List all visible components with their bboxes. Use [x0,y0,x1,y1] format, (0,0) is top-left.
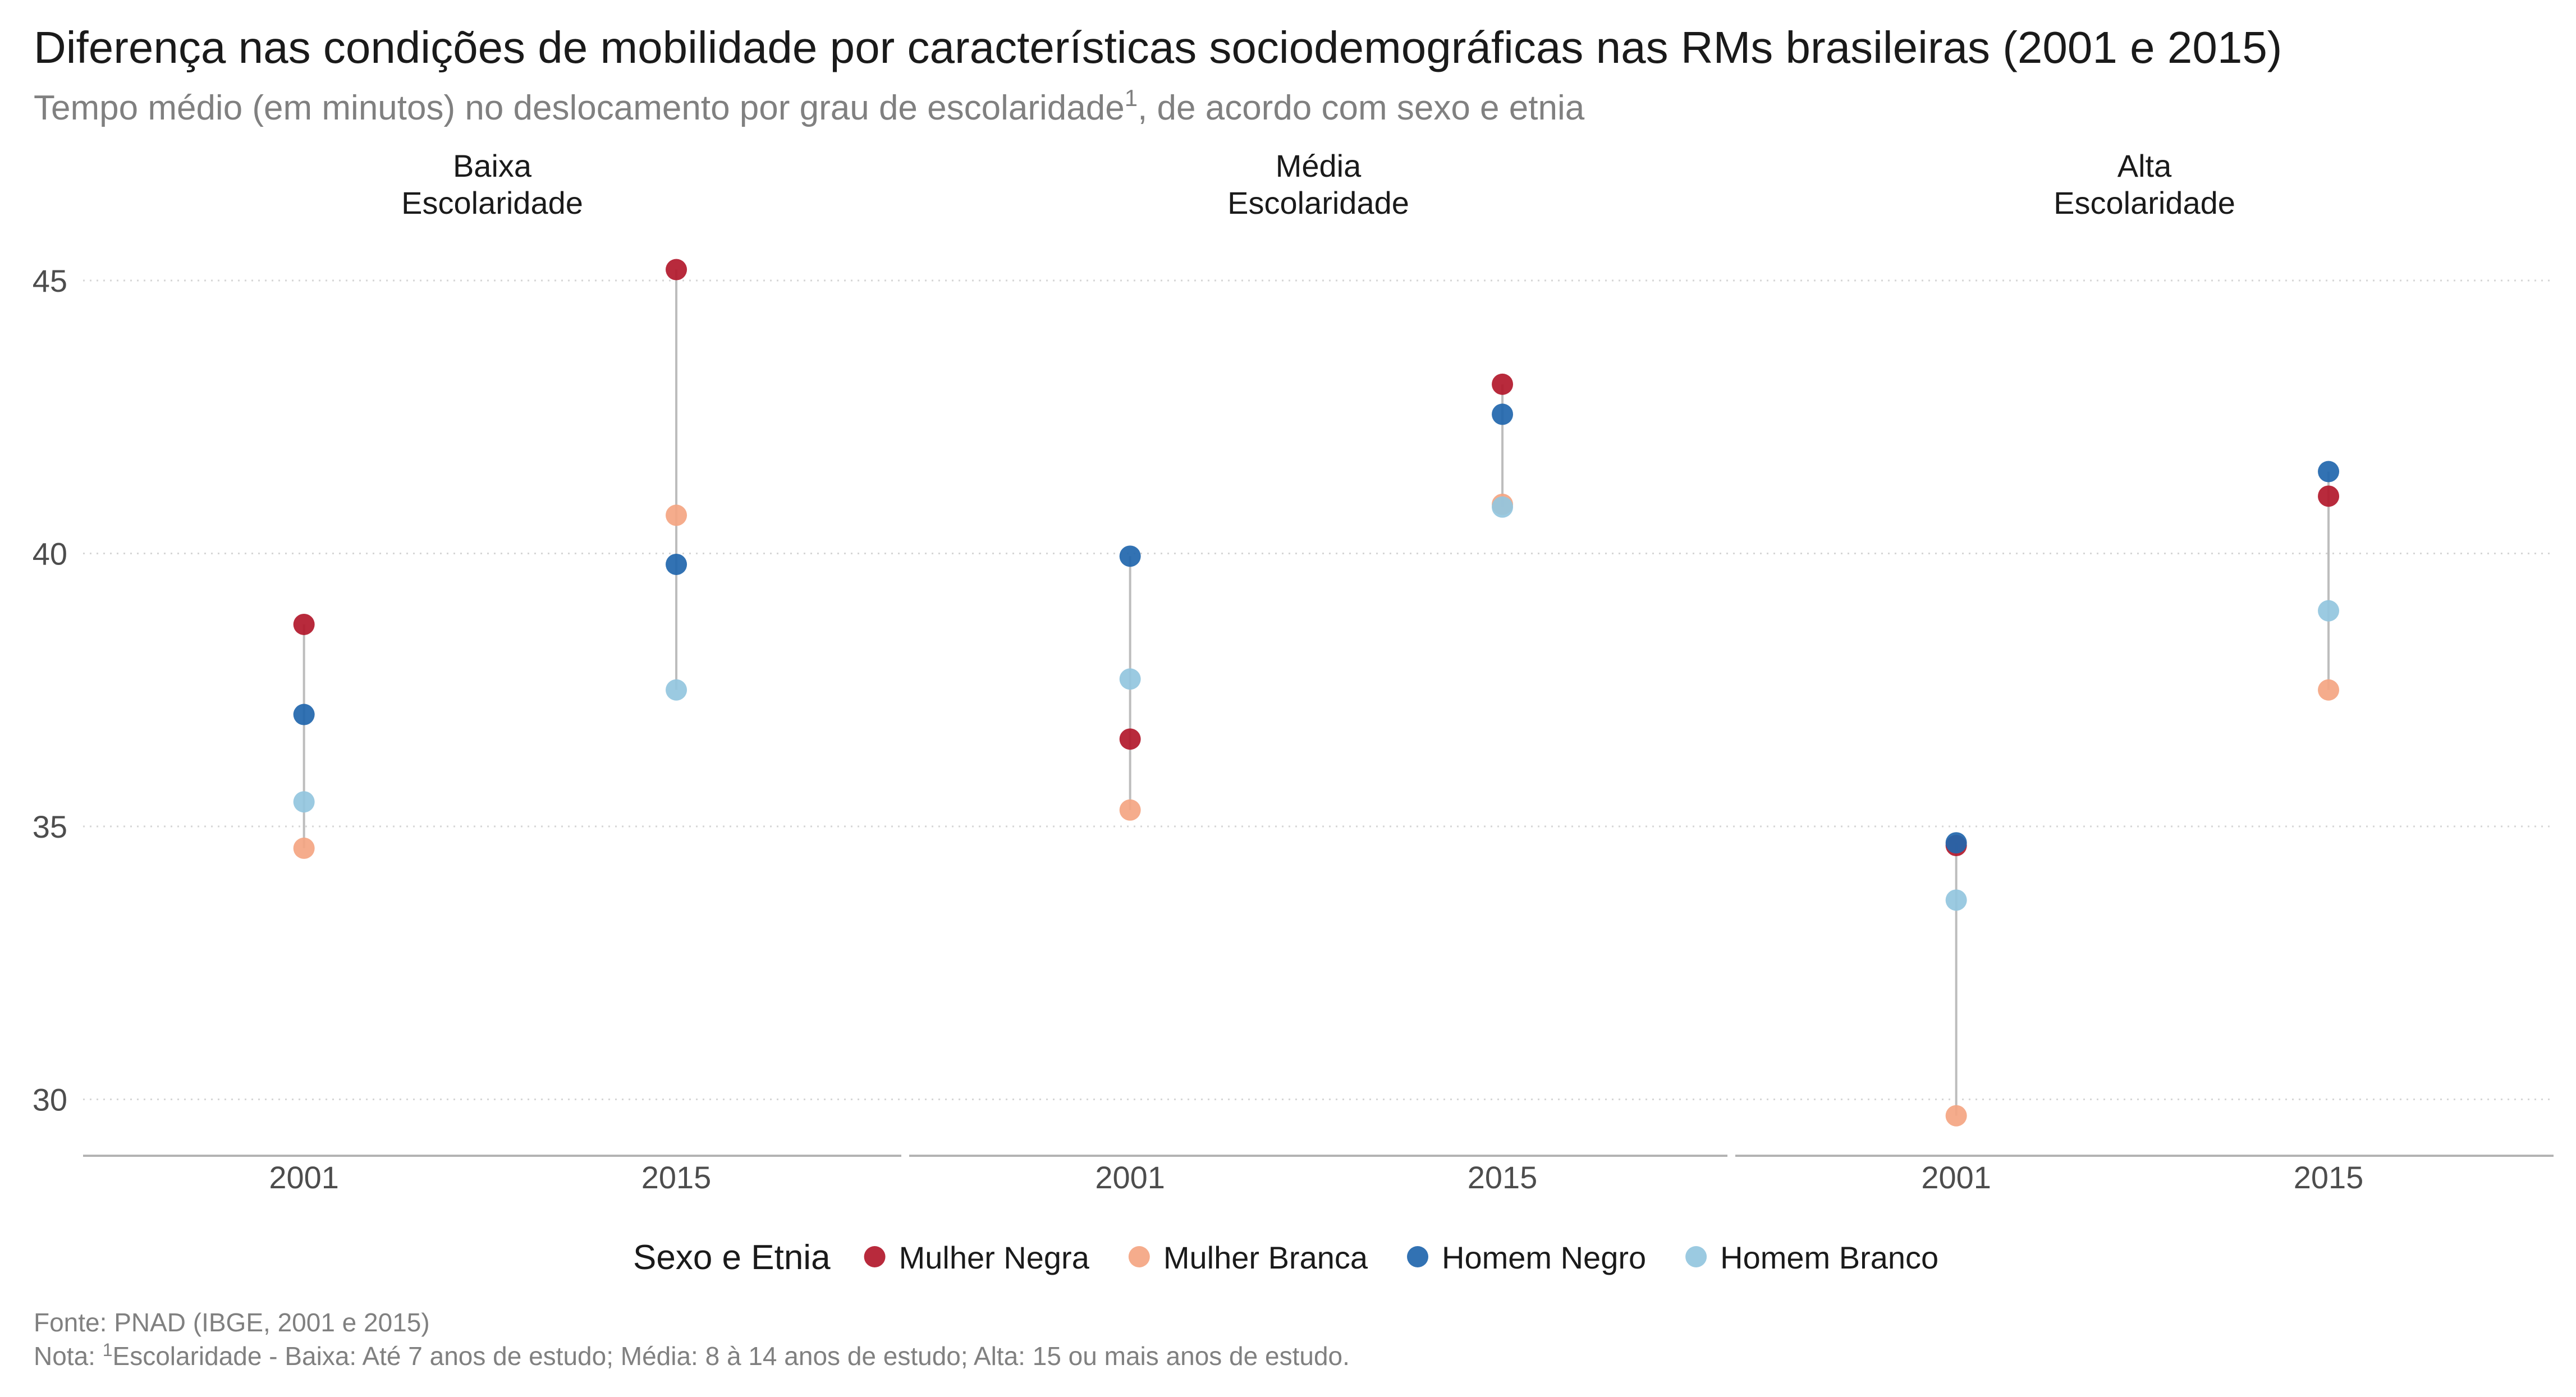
facet-title-line1: Baixa [453,148,532,183]
legend-marker [1685,1246,1707,1267]
legend-item: Homem Branco [1685,1240,1938,1275]
data-point [1945,1105,1967,1127]
x-tick-label: 2015 [2294,1160,2364,1195]
legend-label: Mulher Branca [1163,1240,1368,1275]
legend-marker [864,1246,886,1267]
facet-title-line2: Escolaridade [2054,185,2235,220]
legend-title: Sexo e Etnia [633,1238,831,1277]
legend-label: Homem Branco [1720,1240,1938,1275]
x-tick-label: 2001 [269,1160,339,1195]
data-point [1945,832,1967,854]
legend-item: Mulher Branca [1128,1240,1368,1275]
chart-subtitle-main: Tempo médio (em minutos) no deslocamento… [34,89,1125,127]
chart-subtitle: Tempo médio (em minutos) no deslocamento… [34,85,1585,127]
source-note: Fonte: PNAD (IBGE, 2001 e 2015) [34,1308,430,1337]
data-point [666,679,687,701]
data-point [1945,889,1967,911]
footnote: Nota: 1Escolaridade - Baixa: Até 7 anos … [34,1340,1350,1371]
facet-title-line1: Alta [2117,148,2172,183]
legend-marker [1407,1246,1429,1267]
data-point [2318,485,2340,507]
footnote-superscript: 1 [103,1340,113,1360]
facet-title-line1: Média [1276,148,1362,183]
data-point [666,259,687,281]
data-point [293,613,315,635]
x-tick-label: 2015 [641,1160,712,1195]
data-point [1119,728,1141,750]
data-point [2318,600,2340,622]
data-point [666,504,687,526]
data-point [1119,668,1141,690]
data-point [1119,545,1141,567]
legend-item: Mulher Negra [864,1240,1090,1275]
y-tick-label: 30 [33,1082,67,1118]
data-point [1492,496,1514,518]
legend: Sexo e Etnia Mulher Negra Mulher Branca Ho… [633,1238,1938,1277]
legend-marker [1128,1246,1150,1267]
data-point [2318,461,2340,482]
data-point [2318,679,2340,701]
data-point [666,553,687,575]
data-point [293,791,315,813]
data-point [293,837,315,859]
data-point [1492,373,1514,395]
footnote-prefix: Nota: [34,1341,103,1371]
y-axis: 30 35 40 45 [33,263,2554,1118]
footnote-text: Escolaridade - Baixa: Até 7 anos de estu… [113,1341,1350,1371]
data-point [1492,403,1514,425]
facet-title-line2: Escolaridade [401,185,583,220]
legend-label: Homem Negro [1442,1240,1646,1275]
data-point [1119,799,1141,821]
data-point [293,704,315,725]
chart-subtitle-end: , de acordo com sexo e etnia [1138,89,1585,127]
chart-title: Diferença nas condições de mobilidade po… [34,22,2282,72]
chart-subtitle-superscript: 1 [1125,85,1138,111]
x-tick-label: 2001 [1095,1160,1165,1195]
y-tick-label: 45 [33,263,67,298]
y-tick-label: 35 [33,809,67,844]
facet-title-line2: Escolaridade [1227,185,1409,220]
y-tick-label: 40 [33,536,67,572]
legend-label: Mulher Negra [899,1240,1090,1275]
x-tick-label: 2001 [1921,1160,1991,1195]
legend-item: Homem Negro [1407,1240,1646,1275]
x-tick-label: 2015 [1468,1160,1538,1195]
